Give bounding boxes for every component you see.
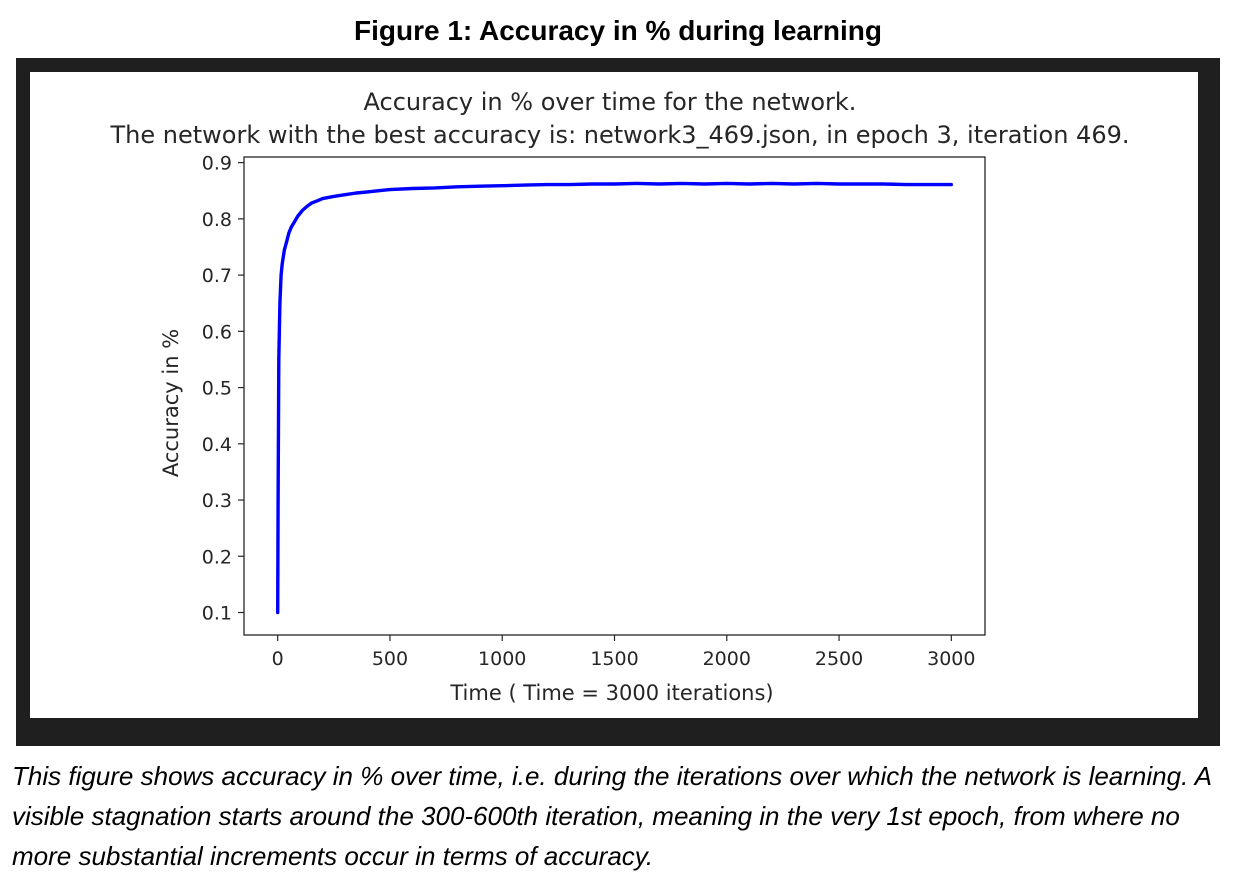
y-tick-label: 0.5 bbox=[202, 378, 232, 400]
figure-heading: Figure 1: Accuracy in % during learning bbox=[354, 15, 882, 46]
x-tick-label: 1500 bbox=[590, 648, 638, 670]
y-tick-label: 0.8 bbox=[202, 209, 232, 231]
chart-subtitle: The network with the best accuracy is: n… bbox=[110, 121, 1130, 149]
y-tick-label: 0.7 bbox=[202, 265, 232, 287]
x-tick-label: 0 bbox=[272, 648, 284, 670]
x-axis-label: Time ( Time = 3000 iterations) bbox=[449, 681, 773, 705]
y-tick-label: 0.1 bbox=[202, 603, 232, 625]
x-tick-label: 500 bbox=[372, 648, 408, 670]
plot-area: 0 500 1000 1500 2000 2500 3000 0.1 0.2 0.3 0.4 0.5 0… bbox=[202, 153, 986, 670]
x-tick-label: 2000 bbox=[703, 648, 751, 670]
x-tick-label: 2500 bbox=[815, 648, 863, 670]
y-tick-label: 0.3 bbox=[202, 490, 232, 512]
y-tick-label: 0.9 bbox=[202, 153, 232, 175]
y-tick-label: 0.2 bbox=[202, 546, 232, 568]
x-tick-label: 3000 bbox=[927, 648, 975, 670]
y-tick-label: 0.6 bbox=[202, 321, 232, 343]
figure-caption: This figure shows accuracy in % over tim… bbox=[12, 761, 1211, 871]
chart-title: Accuracy in % over time for the network. bbox=[364, 88, 857, 116]
accuracy-series-line bbox=[275, 181, 953, 615]
accuracy-line-chart: Accuracy in % over time for the network.… bbox=[110, 88, 1130, 705]
y-axis-label: Accuracy in % bbox=[159, 329, 183, 477]
plot-frame bbox=[243, 156, 986, 636]
x-tick-label: 1000 bbox=[478, 648, 526, 670]
y-tick-label: 0.4 bbox=[202, 434, 232, 456]
figure-frame: Accuracy in % over time for the network.… bbox=[16, 58, 1220, 746]
chart-canvas: Accuracy in % over time for the network.… bbox=[30, 72, 1198, 718]
